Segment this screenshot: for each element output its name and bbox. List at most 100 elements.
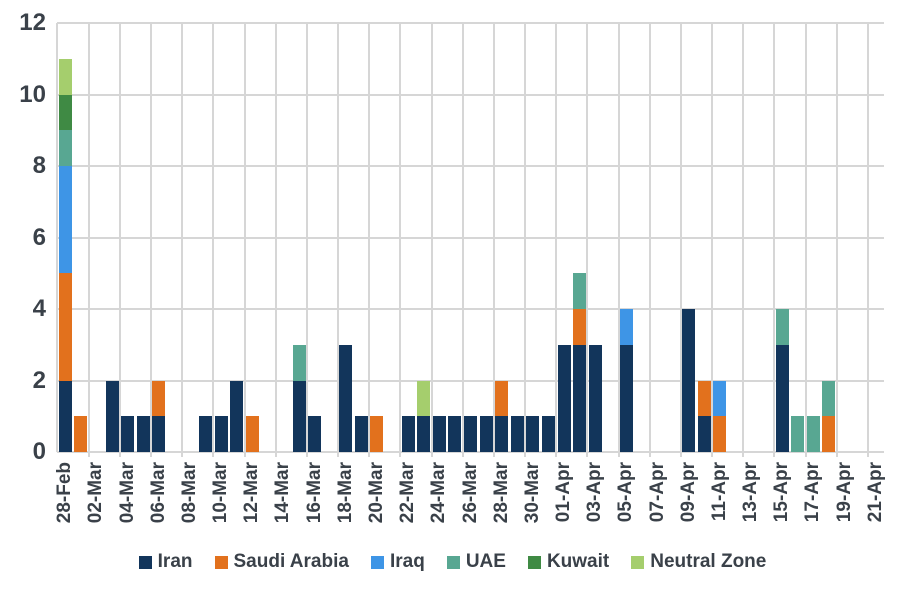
x-axis-tick bbox=[181, 452, 184, 457]
bar-segment-saudi-arabia-20-mar bbox=[370, 416, 384, 452]
x-axis-tick bbox=[243, 452, 246, 457]
gridline-vertical bbox=[804, 23, 807, 452]
x-axis-line bbox=[56, 451, 884, 453]
legend-label: Iraq bbox=[389, 551, 425, 572]
gridline-vertical bbox=[773, 23, 776, 452]
bar-segment-iraq-11-apr bbox=[713, 380, 727, 417]
x-axis-tick-label: 12-Mar bbox=[241, 462, 263, 524]
x-axis-tick bbox=[835, 452, 838, 457]
y-axis-line bbox=[56, 23, 58, 452]
bar-segment-saudi-arabia-10-apr bbox=[697, 380, 711, 417]
gridline-vertical bbox=[711, 23, 714, 452]
x-axis-tick-label: 02-Mar bbox=[85, 462, 107, 524]
bar-segment-uae-15-apr bbox=[775, 309, 789, 345]
x-axis-tick-label: 24-Mar bbox=[428, 462, 450, 524]
x-axis-tick-label: 16-Mar bbox=[303, 462, 325, 524]
bar-segment-iran-28-mar bbox=[495, 416, 509, 452]
bar-segment-uae-16-apr bbox=[791, 416, 805, 452]
bar-segment-iran-03-mar bbox=[105, 380, 119, 452]
legend-label: UAE bbox=[465, 551, 506, 572]
bar-segment-saudi-arabia-18-apr bbox=[822, 416, 836, 452]
bar-segment-saudi-arabia-06-mar bbox=[152, 380, 166, 417]
bar-segment-iran-27-mar bbox=[479, 416, 493, 452]
bar-segment-iran-02-apr bbox=[573, 344, 587, 452]
y-axis-tick-label: 10 bbox=[19, 80, 46, 108]
bar-segment-uae-18-apr bbox=[822, 380, 836, 417]
bar-segment-iran-10-apr bbox=[697, 416, 711, 452]
bar-segment-iran-04-mar bbox=[121, 416, 135, 452]
x-axis-tick bbox=[118, 452, 121, 457]
x-axis-tick-label: 15-Apr bbox=[771, 462, 793, 523]
x-axis-tick-label: 10-Mar bbox=[210, 462, 232, 524]
bar-segment-saudi-arabia-28-feb bbox=[58, 273, 72, 381]
legend-label: Neutral Zone bbox=[650, 551, 767, 572]
x-axis-tick-label: 14-Mar bbox=[272, 462, 294, 524]
bar-segment-neutral-zone-23-mar bbox=[417, 380, 431, 417]
gridline-horizontal bbox=[56, 93, 884, 96]
legend-swatch-icon bbox=[138, 555, 152, 569]
legend-item-neutral-zone: Neutral Zone bbox=[631, 551, 766, 573]
x-axis-tick bbox=[679, 452, 682, 457]
bar-segment-saudi-arabia-01-mar bbox=[74, 416, 88, 452]
y-axis-tick-label: 2 bbox=[32, 366, 46, 394]
gridline-vertical bbox=[555, 23, 558, 452]
y-axis-tick-label: 0 bbox=[32, 438, 46, 465]
x-axis-tick-label: 11-Apr bbox=[708, 462, 730, 522]
x-axis-tick-label: 30-Mar bbox=[521, 462, 543, 524]
x-axis-tick-label: 03-Apr bbox=[584, 462, 606, 523]
legend-label: Kuwait bbox=[546, 551, 610, 572]
bar-segment-saudi-arabia-28-mar bbox=[495, 380, 509, 417]
x-axis-tick-label: 19-Apr bbox=[833, 462, 855, 523]
x-axis-tick bbox=[305, 452, 308, 457]
x-axis-tick-label: 01-Apr bbox=[553, 462, 574, 523]
x-axis-tick-label: 05-Apr bbox=[615, 462, 637, 523]
x-axis-tick bbox=[150, 452, 152, 457]
x-axis-tick-label: 04-Mar bbox=[116, 462, 138, 524]
legend-item-iraq: Iraq bbox=[370, 551, 425, 573]
x-axis-tick-label: 09-Apr bbox=[677, 462, 699, 523]
x-axis-tick bbox=[742, 452, 745, 457]
bar-segment-iran-09-apr bbox=[682, 309, 696, 452]
gridline-vertical bbox=[430, 23, 433, 452]
gridline-vertical bbox=[679, 23, 682, 452]
x-axis-tick-label: 28-Feb bbox=[54, 462, 76, 524]
bar-segment-iran-05-mar bbox=[136, 416, 150, 452]
y-axis-tick-label: 6 bbox=[32, 223, 46, 251]
legend-item-uae: UAE bbox=[446, 551, 506, 573]
x-axis-tick bbox=[461, 452, 464, 457]
x-axis-tick bbox=[617, 452, 620, 457]
gridline-vertical bbox=[87, 23, 90, 452]
x-axis-tick-label: 06-Mar bbox=[147, 462, 169, 524]
x-axis-tick-label: 07-Apr bbox=[646, 462, 668, 523]
x-axis-tick-label: 20-Mar bbox=[365, 462, 387, 524]
x-axis-tick bbox=[212, 452, 215, 457]
gridline-vertical bbox=[274, 23, 277, 452]
x-axis-tick-label: 21-Apr bbox=[864, 462, 886, 523]
bar-segment-iran-25-mar bbox=[448, 416, 462, 452]
legend-swatch-icon bbox=[214, 555, 228, 569]
bar-segment-iran-05-apr bbox=[619, 344, 633, 452]
bar-segment-iran-19-mar bbox=[354, 416, 368, 452]
bar-segment-iran-23-mar bbox=[417, 416, 431, 452]
bar-segment-iran-11-mar bbox=[230, 380, 244, 452]
x-axis-tick-label: 17-Apr bbox=[802, 462, 824, 523]
gridline-vertical bbox=[212, 23, 215, 452]
gridline-horizontal bbox=[56, 165, 884, 167]
y-axis-tick-label: 8 bbox=[32, 152, 46, 179]
legend-swatch-icon bbox=[527, 555, 541, 569]
x-axis-tick bbox=[773, 452, 776, 457]
bar-segment-iran-22-mar bbox=[401, 416, 415, 452]
bar-segment-uae-28-feb bbox=[58, 130, 72, 166]
gridline-vertical bbox=[617, 23, 620, 452]
bar-segment-iran-28-feb bbox=[58, 380, 72, 452]
gridline-vertical bbox=[368, 23, 371, 452]
gridline-vertical bbox=[399, 23, 402, 452]
bar-segment-neutral-zone-28-feb bbox=[58, 58, 72, 95]
x-axis-tick-label: 26-Mar bbox=[459, 462, 481, 524]
bar-segment-saudi-arabia-11-apr bbox=[713, 416, 727, 452]
bar-segment-iran-15-mar bbox=[292, 380, 306, 452]
bar-segment-uae-15-mar bbox=[292, 344, 306, 381]
gridline-horizontal bbox=[56, 22, 884, 24]
legend-item-kuwait: Kuwait bbox=[527, 551, 610, 573]
